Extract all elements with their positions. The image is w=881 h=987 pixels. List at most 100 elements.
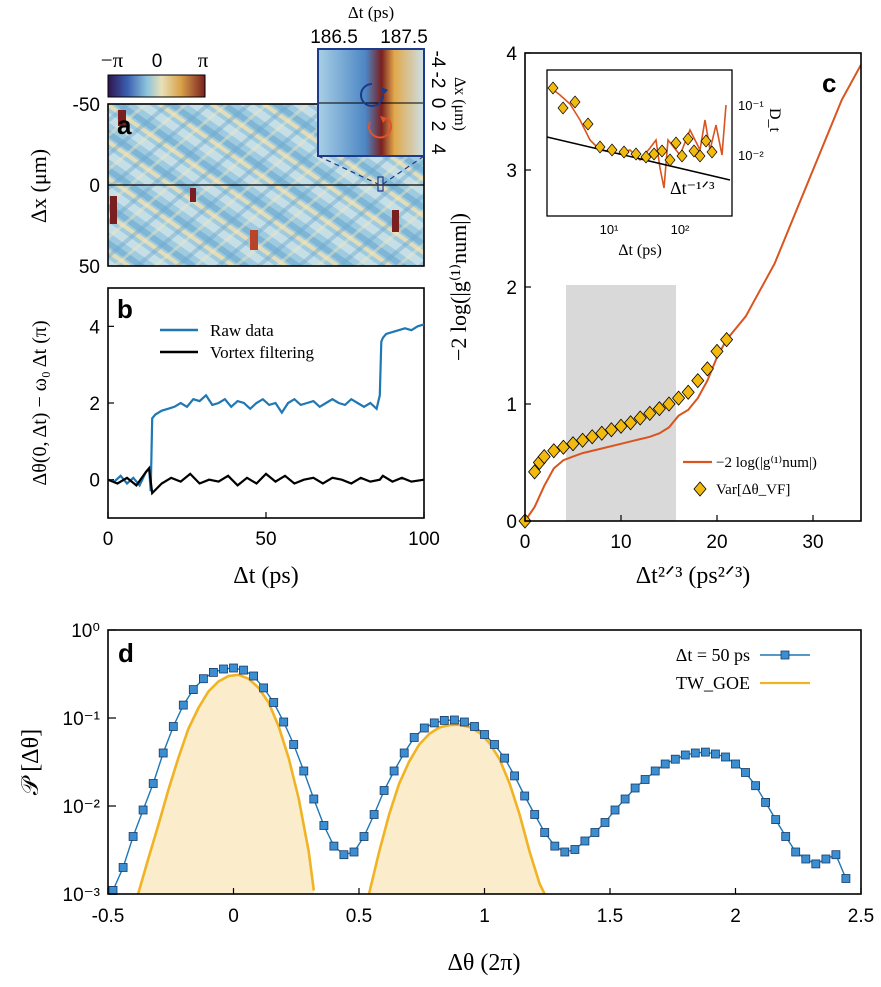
panel-c: c 0 10 20 30 0 1 2 3 4 Δt²ᐟ³ (ps²ᐟ³) −2 log(|g⁽… — [446, 44, 862, 589]
dt50-marker — [640, 775, 650, 784]
series-tw-goe — [367, 723, 546, 895]
panel-b-ytick-label: 4 — [89, 317, 100, 338]
inset-a-xtick-1: 187.5 — [380, 27, 428, 48]
inset-var-marker — [676, 149, 688, 163]
dt50-marker — [510, 771, 520, 781]
panel-c-ytick-label: 1 — [506, 395, 517, 416]
inset-c-frame — [546, 69, 733, 217]
dt50-marker — [289, 740, 299, 749]
dt50-marker — [620, 794, 630, 804]
panel-b-xlabel: Δt (ps) — [233, 563, 298, 589]
dt50-marker — [329, 841, 339, 851]
inset-var-marker — [670, 136, 682, 150]
dt50-marker — [470, 722, 479, 731]
dt50-marker — [831, 850, 841, 860]
colorbar — [107, 74, 206, 98]
dt50-marker — [791, 847, 801, 857]
dt50-marker — [379, 786, 389, 795]
dt50-marker — [429, 718, 439, 728]
panel-c-ytick-label: 3 — [506, 161, 517, 182]
dt50-marker — [650, 766, 660, 776]
dt50-marker — [128, 832, 138, 841]
inset-a-frame — [317, 48, 425, 157]
inset-c-xlabel: Δt (ps) — [618, 242, 662, 259]
dt50-marker — [219, 664, 228, 674]
panel-b-xtick-label: 50 — [255, 529, 276, 550]
inset-c-ytick-1: 10⁻¹ — [738, 98, 764, 113]
inset-a-ytick-2: 0 — [427, 98, 448, 109]
heatmap-a-frame — [107, 103, 425, 267]
vortex-mark — [110, 196, 117, 224]
dt50-marker — [178, 700, 188, 710]
legend-label-g1: −2 log(|g⁽¹⁾num|) — [716, 455, 817, 471]
inset-var-marker — [706, 145, 718, 159]
inset-c-ylabel: D_t — [766, 108, 783, 133]
dt50-marker — [731, 759, 740, 769]
series-vortex-filtering — [107, 465, 425, 496]
legend-marker-dt50 — [780, 650, 790, 660]
dt50-marker — [771, 815, 781, 824]
dt50-marker — [239, 665, 248, 675]
dt50-marker — [399, 748, 409, 758]
dt50-marker — [560, 847, 570, 857]
var-marker — [585, 429, 599, 445]
var-marker — [652, 401, 666, 417]
dt50-marker — [530, 810, 540, 819]
dt50-marker — [680, 750, 690, 760]
dt50-marker — [339, 850, 349, 860]
legend-label-var: Var[Δθ_VF] — [716, 482, 790, 498]
dt50-marker — [259, 683, 269, 693]
vortex-arrow-red — [368, 117, 392, 139]
panel-c-xtick-label: 0 — [520, 532, 531, 553]
tw-goe-fill — [138, 674, 314, 894]
panel-c-xtick-label: 20 — [706, 532, 727, 553]
dt50-marker — [449, 715, 459, 725]
dt50-marker — [148, 779, 158, 788]
dt50-marker — [721, 752, 730, 762]
panel-b-ytick-label: 0 — [89, 471, 100, 492]
dt50-marker — [630, 783, 640, 793]
panel-d-ytick-label: 10⁻¹ — [63, 709, 101, 730]
inset-c-xtick-0: 10¹ — [600, 222, 619, 237]
dt50-marker — [600, 818, 610, 827]
var-marker — [710, 343, 724, 359]
var-marker — [633, 410, 647, 426]
inset-var-marker — [656, 144, 668, 158]
dt50-marker — [690, 748, 700, 758]
dt50-marker — [520, 791, 530, 801]
inset-var-marker — [664, 153, 676, 167]
inset-var-marker — [569, 95, 581, 109]
inset-a-ylabel: Δx (μm) — [451, 77, 468, 131]
panel-d-xlabel: Δθ (2π) — [447, 950, 520, 976]
inset-var-marker — [630, 147, 642, 161]
dt50-marker — [841, 874, 851, 883]
inset-c-xtick-1: 10² — [671, 222, 690, 237]
dt50-marker — [229, 663, 238, 673]
vortex-mark — [118, 110, 126, 126]
panel-d-ytick-label: 10⁻² — [63, 797, 101, 818]
dt50-marker — [801, 854, 811, 864]
inset-a-ytick-4: 4 — [427, 144, 448, 155]
inset-var-marker — [618, 145, 630, 159]
vortex-mark — [190, 188, 196, 202]
panel-d-letter: d — [118, 638, 134, 668]
var-marker — [576, 432, 590, 448]
dt50-marker — [610, 805, 620, 815]
inset-var-marker — [557, 101, 569, 115]
dt50-marker — [389, 766, 399, 776]
panel-c-legend-box — [678, 446, 856, 512]
panel-c-letter: c — [822, 68, 836, 98]
panel-c-shaded-band — [566, 285, 676, 521]
inset-c-annotation: Δt⁻¹ᐟ³ — [670, 178, 715, 198]
panel-c-ytick-label: 0 — [506, 512, 517, 533]
dt50-marker — [660, 759, 670, 769]
panel-a-ytick-2: 50 — [79, 257, 100, 278]
var-marker — [614, 418, 628, 434]
inset-a-xtick-0: 186.5 — [310, 27, 358, 48]
dt50-marker — [409, 733, 419, 742]
inset-var-marker — [682, 132, 694, 146]
legend-label-tw-goe: TW_GOE — [676, 673, 750, 693]
var-marker — [566, 436, 580, 452]
dt50-marker — [781, 832, 791, 841]
